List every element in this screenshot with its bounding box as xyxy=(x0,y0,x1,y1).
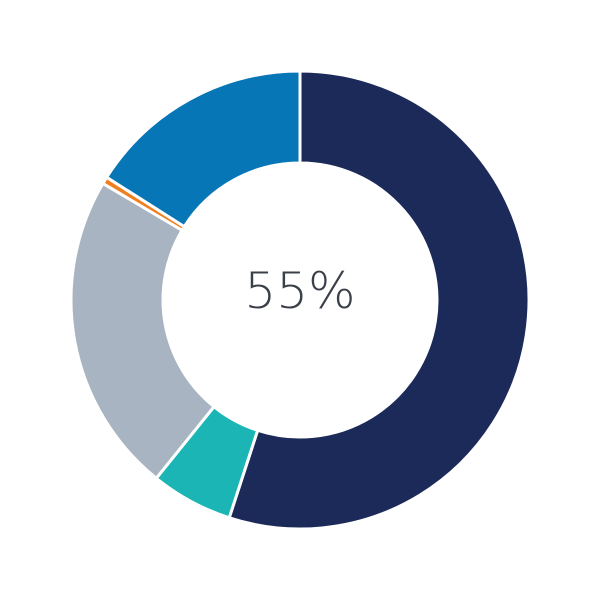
donut-slice-0 xyxy=(227,69,531,531)
center-label: 55% xyxy=(244,262,356,320)
donut-slice-4 xyxy=(104,69,302,229)
donut-slice-2 xyxy=(69,181,217,481)
